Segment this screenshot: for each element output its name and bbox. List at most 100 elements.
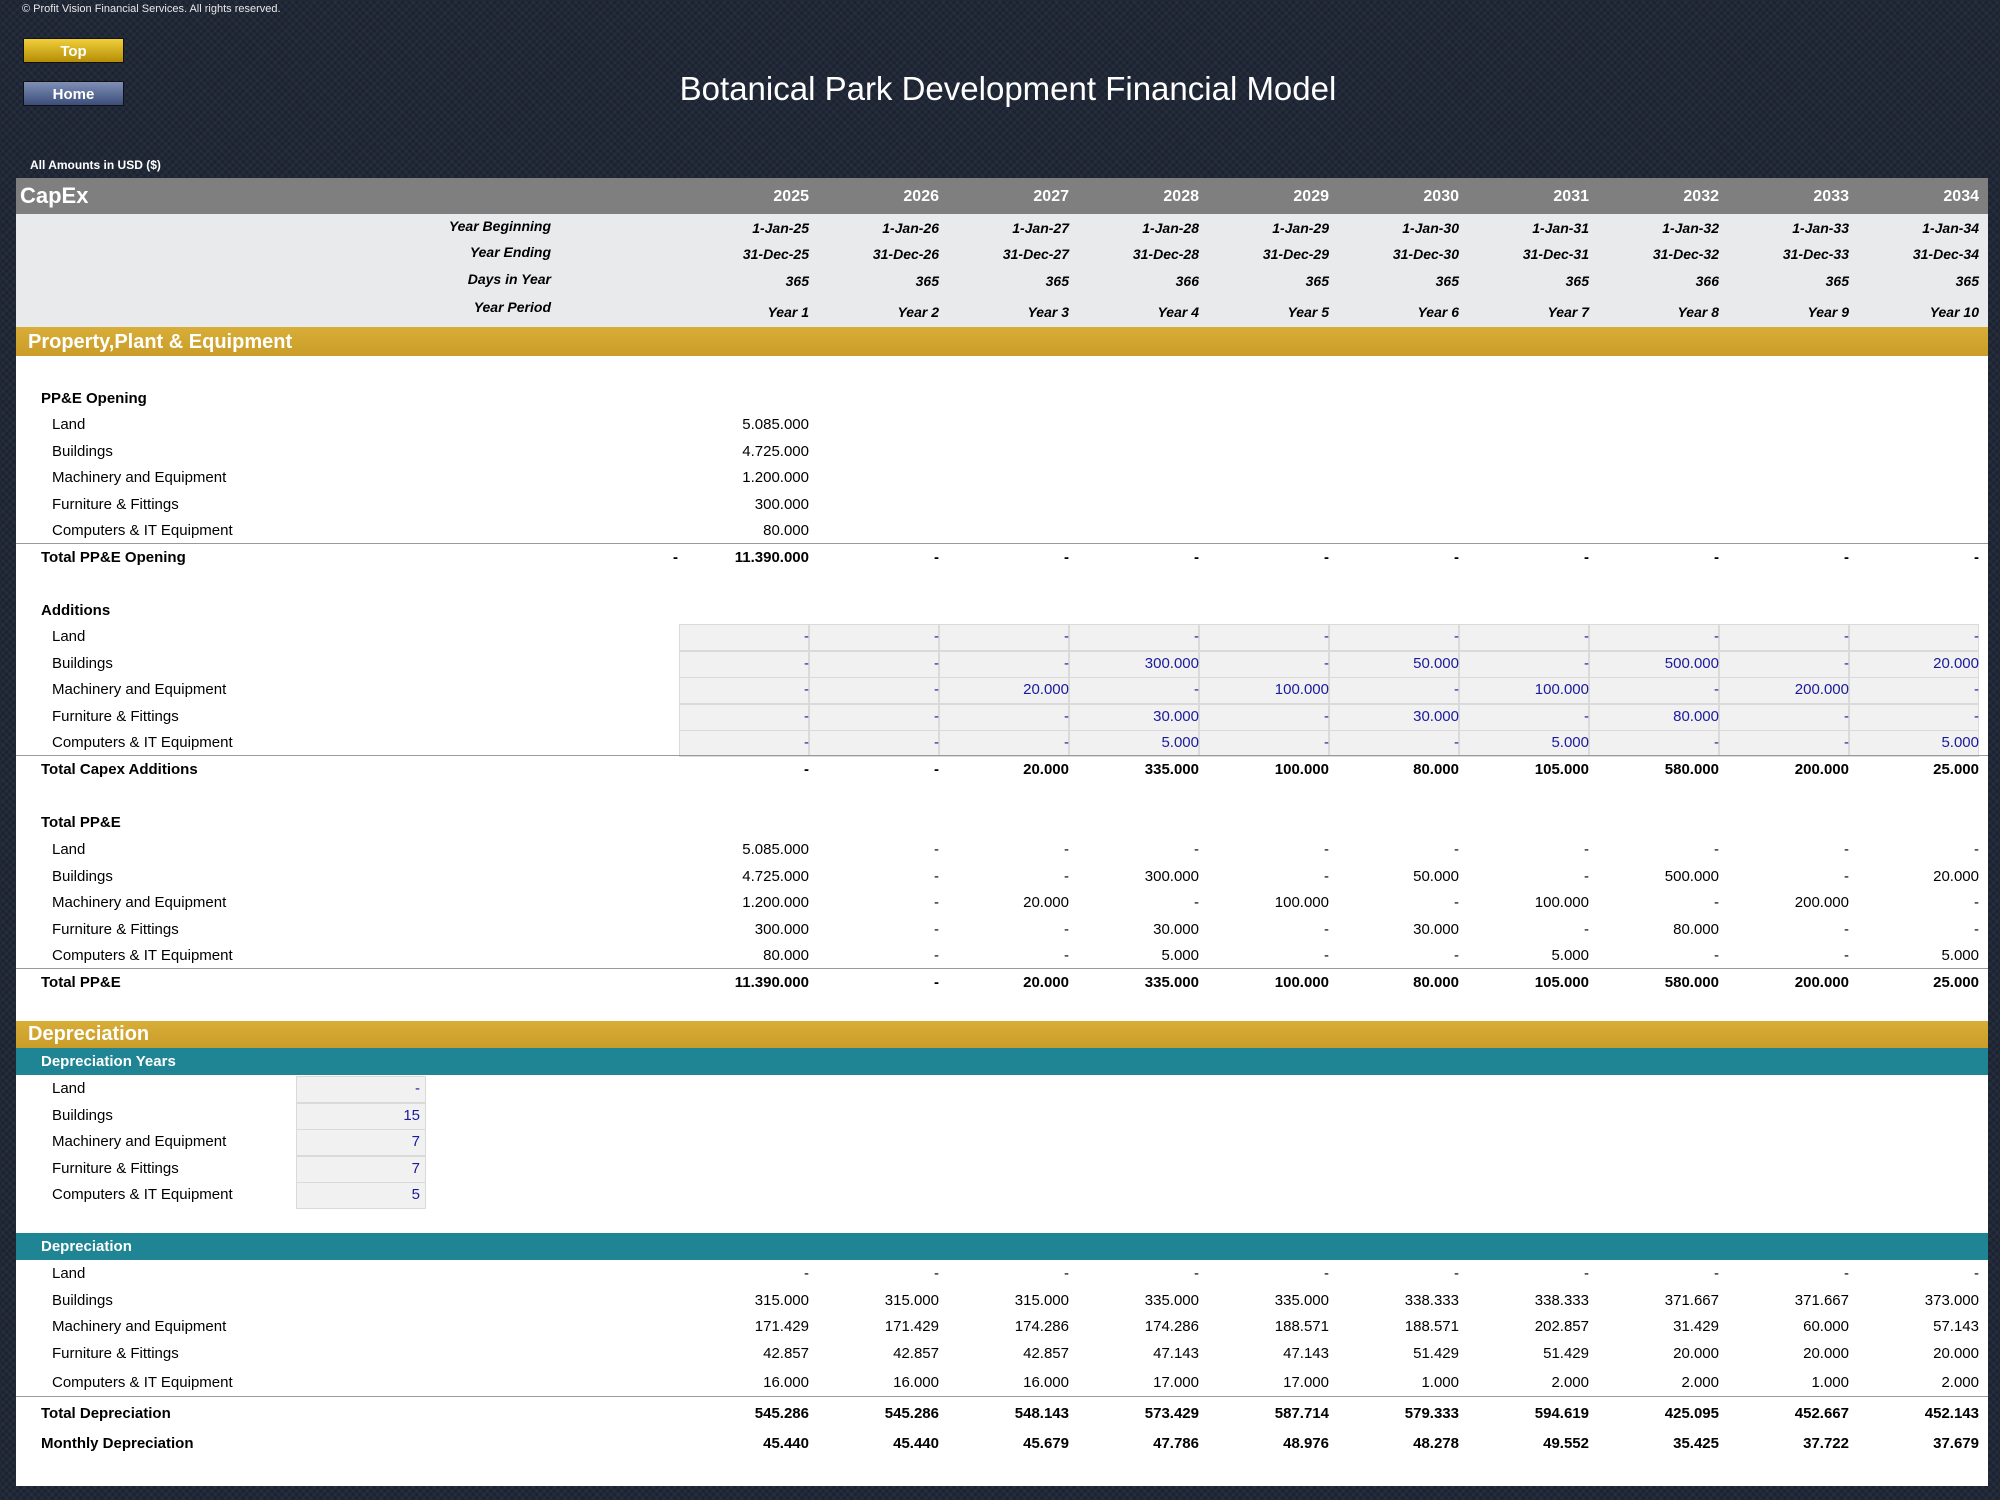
additions-input-cell[interactable]: - <box>1454 734 1459 751</box>
additions-input-box[interactable] <box>1589 703 1719 731</box>
additions-input-box[interactable] <box>1719 650 1849 678</box>
additions-input-box[interactable] <box>1069 650 1199 678</box>
home-button[interactable]: Home <box>23 81 124 106</box>
additions-input-cell[interactable]: - <box>1974 707 1979 725</box>
additions-input-cell[interactable]: 500.000 <box>1664 654 1719 672</box>
additions-input-cell[interactable]: - <box>1714 734 1719 751</box>
additions-input-box[interactable] <box>1719 730 1849 757</box>
additions-input-cell[interactable]: - <box>1064 628 1069 645</box>
additions-input-cell[interactable]: 100.000 <box>1534 681 1589 698</box>
additions-input-cell[interactable]: - <box>1454 681 1459 698</box>
additions-input-box[interactable] <box>1849 624 1979 651</box>
additions-input-cell[interactable]: - <box>934 734 939 751</box>
additions-input-box[interactable] <box>679 624 809 651</box>
additions-input-box[interactable] <box>1329 624 1459 651</box>
additions-input-cell[interactable]: - <box>1844 654 1849 672</box>
additions-input-box[interactable] <box>809 730 939 757</box>
additions-input-cell[interactable]: - <box>934 654 939 672</box>
additions-input-cell[interactable]: - <box>1194 628 1199 645</box>
additions-input-box[interactable] <box>939 677 1069 704</box>
depreciation-years-value[interactable]: 7 <box>411 1133 420 1150</box>
additions-input-box[interactable] <box>939 730 1069 757</box>
additions-input-cell[interactable]: - <box>804 734 809 751</box>
additions-input-box[interactable] <box>939 624 1069 651</box>
additions-input-cell[interactable]: - <box>1324 654 1329 672</box>
additions-input-cell[interactable]: - <box>1714 681 1719 698</box>
additions-input-box[interactable] <box>1329 703 1459 731</box>
depreciation-years-value[interactable]: 7 <box>411 1159 420 1177</box>
additions-input-cell[interactable]: - <box>804 628 809 645</box>
additions-input-cell[interactable]: - <box>1064 734 1069 751</box>
additions-input-cell[interactable]: 30.000 <box>1413 707 1459 725</box>
additions-input-box[interactable] <box>1589 677 1719 704</box>
additions-input-cell[interactable]: - <box>1584 628 1589 645</box>
additions-input-cell[interactable]: - <box>1324 734 1329 751</box>
depreciation-years-input[interactable] <box>296 1102 426 1130</box>
additions-input-box[interactable] <box>1199 677 1329 704</box>
additions-input-cell[interactable]: 30.000 <box>1153 707 1199 725</box>
additions-input-cell[interactable]: 80.000 <box>1673 707 1719 725</box>
additions-input-cell[interactable]: - <box>1974 628 1979 645</box>
additions-input-cell[interactable]: 5.000 <box>1941 734 1979 751</box>
additions-input-cell[interactable]: 200.000 <box>1794 681 1849 698</box>
additions-input-box[interactable] <box>679 677 809 704</box>
additions-input-cell[interactable]: - <box>1194 681 1199 698</box>
additions-input-cell[interactable]: 5.000 <box>1551 734 1589 751</box>
additions-input-cell[interactable]: - <box>1584 707 1589 725</box>
additions-input-box[interactable] <box>1459 730 1589 757</box>
additions-input-cell[interactable]: - <box>1324 628 1329 645</box>
additions-input-cell[interactable]: - <box>1584 654 1589 672</box>
additions-input-box[interactable] <box>1589 730 1719 757</box>
additions-input-box[interactable] <box>809 677 939 704</box>
additions-input-cell[interactable]: 20.000 <box>1933 654 1979 672</box>
additions-input-cell[interactable]: - <box>1844 707 1849 725</box>
depreciation-years-input[interactable] <box>296 1182 426 1209</box>
depreciation-years-value[interactable]: 15 <box>403 1106 420 1124</box>
additions-input-cell[interactable]: - <box>1064 654 1069 672</box>
additions-input-cell[interactable]: 100.000 <box>1274 681 1329 698</box>
additions-input-cell[interactable]: 20.000 <box>1023 681 1069 698</box>
additions-input-box[interactable] <box>1199 650 1329 678</box>
additions-input-box[interactable] <box>1329 730 1459 757</box>
additions-input-cell[interactable]: - <box>1324 707 1329 725</box>
additions-input-cell[interactable]: 5.000 <box>1161 734 1199 751</box>
additions-input-cell[interactable]: - <box>804 654 809 672</box>
additions-input-box[interactable] <box>1199 624 1329 651</box>
additions-input-cell[interactable]: - <box>934 628 939 645</box>
additions-input-cell[interactable]: - <box>1454 628 1459 645</box>
additions-input-box[interactable] <box>809 650 939 678</box>
depreciation-years-input[interactable] <box>296 1129 426 1156</box>
additions-input-box[interactable] <box>1199 730 1329 757</box>
depreciation-years-value[interactable]: - <box>415 1080 420 1097</box>
additions-input-box[interactable] <box>1459 703 1589 731</box>
additions-input-box[interactable] <box>1069 624 1199 651</box>
top-button[interactable]: Top <box>23 38 124 63</box>
additions-input-cell[interactable]: - <box>804 681 809 698</box>
additions-input-cell[interactable]: - <box>934 707 939 725</box>
additions-input-cell[interactable]: - <box>1974 681 1979 698</box>
additions-input-box[interactable] <box>1589 650 1719 678</box>
additions-input-box[interactable] <box>1849 703 1979 731</box>
additions-input-box[interactable] <box>679 650 809 678</box>
additions-input-cell[interactable]: - <box>1844 628 1849 645</box>
additions-input-box[interactable] <box>1329 677 1459 704</box>
additions-input-box[interactable] <box>1849 730 1979 757</box>
additions-input-cell[interactable]: - <box>1064 707 1069 725</box>
additions-input-cell[interactable]: 50.000 <box>1413 654 1459 672</box>
additions-input-box[interactable] <box>1069 730 1199 757</box>
additions-input-cell[interactable]: - <box>804 707 809 725</box>
depreciation-years-input[interactable] <box>296 1155 426 1183</box>
additions-input-cell[interactable]: - <box>934 681 939 698</box>
additions-input-cell[interactable]: 300.000 <box>1144 654 1199 672</box>
additions-input-box[interactable] <box>1199 703 1329 731</box>
additions-input-box[interactable] <box>679 730 809 757</box>
depreciation-years-value[interactable]: 5 <box>411 1186 420 1203</box>
additions-input-box[interactable] <box>1069 703 1199 731</box>
additions-input-cell[interactable]: - <box>1844 734 1849 751</box>
row-divider <box>16 1396 1988 1397</box>
additions-input-box[interactable] <box>1589 624 1719 651</box>
additions-input-box[interactable] <box>1849 650 1979 678</box>
additions-input-box[interactable] <box>939 650 1069 678</box>
additions-input-cell[interactable]: - <box>1714 628 1719 645</box>
additions-input-box[interactable] <box>1849 677 1979 704</box>
